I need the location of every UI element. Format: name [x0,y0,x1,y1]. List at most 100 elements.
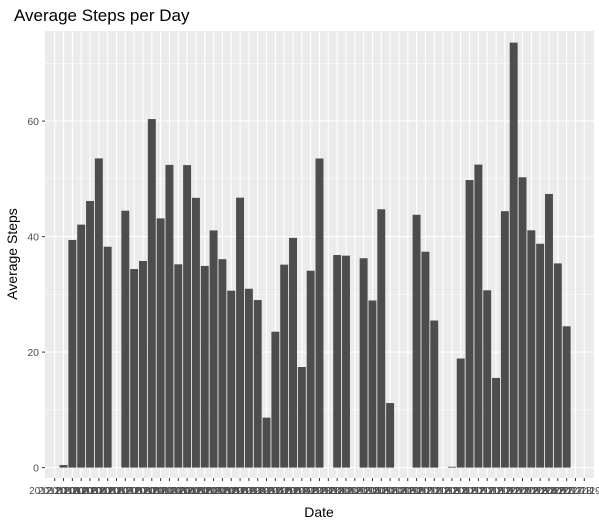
x-tick-label: 2012-11-10 [383,486,434,497]
x-tick-label: 2012-11-06 [347,486,398,497]
x-tick-label: 2012-11-16 [436,486,487,497]
x-tick-label: 2012-11-29 [550,486,599,497]
bar [147,119,156,468]
x-tick-label: 2012-10-16 [162,486,214,497]
x-tick-label: 2012-11-27 [533,486,584,497]
bar [509,42,518,468]
bar [130,269,139,468]
x-tick-label: 2012-11-07 [356,486,407,497]
bar [430,320,439,468]
x-tick-label: 2012-11-03 [321,486,372,497]
x-tick-label: 2012-11-25 [515,486,566,497]
bar [244,288,253,468]
x-tick-label: 2012-11-12 [400,486,451,497]
x-tick-label: 2012-11-15 [427,486,478,497]
bar [218,259,227,468]
x-tick-label: 2012-10-24 [232,486,284,497]
x-tick-label: 2012-11-14 [418,486,469,497]
bar [200,265,209,468]
bar [518,177,527,468]
x-tick-label: 2012-10-04 [56,486,108,497]
x-tick-label: 2012-10-07 [82,486,134,497]
bar [553,263,562,468]
bar [545,193,553,468]
x-tick-label: 2012-10-18 [179,486,231,497]
y-tick-label: 0 [33,463,39,475]
bar [253,300,262,468]
x-tick-label: 2012-10-29 [276,486,328,497]
x-tick-label: 2012-11-09 [374,486,425,497]
bar [94,158,103,468]
x-tick-label: 2012-11-18 [453,486,504,497]
x-tick-label: 2012-10-12 [126,486,178,497]
bar [527,230,536,468]
x-tick-label: 2012-10-10 [109,486,161,497]
bar [492,377,500,468]
x-tick-label: 2012-10-09 [100,486,152,497]
bar [103,246,112,468]
bar [77,224,86,468]
bar [262,417,271,468]
x-tick-label: 2012-10-30 [285,486,337,497]
x-tick-label: 2012-10-20 [197,486,249,497]
bar [465,180,474,468]
bar [183,165,192,468]
bar [236,197,245,468]
bar [165,164,174,468]
x-tick-label: 2012-11-04 [330,486,381,497]
x-tick-label: 2012-10-02 [38,486,90,497]
y-axis-title: Average Steps [4,208,20,300]
x-tick-label: 2012-10-13 [135,486,187,497]
x-tick-label: 2012-11-26 [524,486,575,497]
x-tick-label: 2012-10-19 [188,486,240,497]
x-tick-label: 2012-10-11 [118,486,169,497]
y-axis: 0 20 40 60 [27,116,45,475]
bar [306,270,315,468]
x-tick-label: 2012-10-06 [73,486,125,497]
x-tick-label: 2012-10-26 [250,486,302,497]
bar [68,239,77,468]
bar [536,243,545,468]
x-tick-label: 2012-11-30 [559,486,599,497]
bar [333,255,342,468]
x-axis: 2012-10-012012-10-022012-10-032012-10-04… [29,478,599,497]
x-axis-title: Date [304,504,334,520]
y-tick-label: 20 [27,347,39,359]
x-tick-label: 2012-10-08 [91,486,143,497]
bars-group [59,42,571,468]
bar [121,210,130,468]
x-tick-label: 2012-10-21 [206,486,258,497]
x-tick-label: 2012-11-05 [338,486,389,497]
bar [359,258,368,468]
x-tick-label: 2012-10-25 [241,486,293,497]
x-tick-label: 2012-11-22 [488,486,539,497]
x-tick-label: 2012-10-14 [144,486,196,497]
bar [209,230,218,468]
x-tick-label: 2012-10-31 [294,486,346,497]
x-tick-label: 2012-10-17 [170,486,222,497]
x-tick-label: 2012-11-21 [480,486,531,497]
bar [191,197,200,468]
x-tick-label: 2012-11-23 [497,486,548,497]
y-tick-label: 40 [27,232,39,244]
bar [447,466,456,468]
bar [297,367,306,468]
x-tick-label: 2012-11-11 [392,486,442,497]
bar [227,290,236,468]
bar [86,201,94,468]
bar [315,158,324,468]
x-tick-label: 2012-10-27 [259,486,311,497]
bar [59,465,68,468]
x-tick-label: 2012-11-08 [365,486,416,497]
x-tick-label: 2012-10-23 [223,486,275,497]
x-tick-label: 2012-11-28 [541,486,592,497]
x-tick-label: 2012-10-03 [47,486,99,497]
x-tick-label: 2012-10-05 [64,486,116,497]
bar [500,211,509,468]
bar [483,290,492,468]
x-tick-label: 2012-10-22 [214,486,266,497]
bar [368,300,377,468]
x-tick-label: 2012-11-17 [444,486,495,497]
y-tick-label: 60 [27,116,39,128]
